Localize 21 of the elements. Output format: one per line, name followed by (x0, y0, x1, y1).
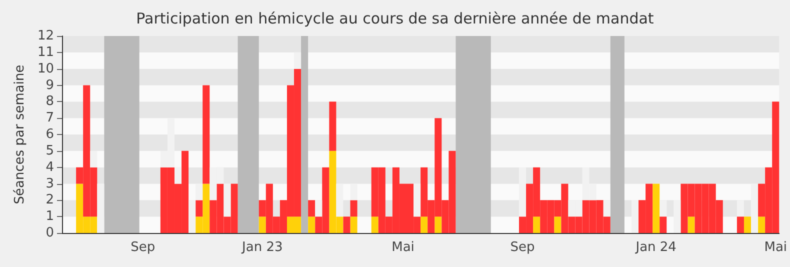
y-tick-label: 3 (46, 176, 54, 192)
x-tick-label: Mai (392, 240, 414, 255)
x-tick-label: Mai (764, 240, 788, 255)
y-tick-label: 10 (37, 61, 54, 76)
x-tick-label: Jan 23 (241, 240, 283, 255)
y-tick-label: 11 (37, 44, 54, 60)
y-tick-label: 1 (46, 209, 54, 224)
x-tick-label: Sep (130, 240, 156, 255)
y-tick-label: 9 (46, 78, 54, 93)
y-tick-label: 7 (46, 110, 54, 126)
y-tick-label: 0 (46, 226, 54, 240)
y-tick-label: 4 (46, 160, 54, 175)
chart-title: Participation en hémicycle au cours de sa dernière année de mandat (136, 10, 654, 28)
x-tick-label: Jan 24 (634, 240, 676, 255)
y-tick-label: 12 (37, 28, 54, 44)
y-tick-label: 5 (46, 143, 54, 158)
y-tick-label: 8 (46, 94, 54, 110)
y-tick-label: 6 (46, 127, 54, 142)
y-axis-title: Séances par semaine (12, 64, 28, 204)
x-tick-label: Sep (510, 240, 535, 255)
y-tick-label: 2 (46, 192, 54, 208)
